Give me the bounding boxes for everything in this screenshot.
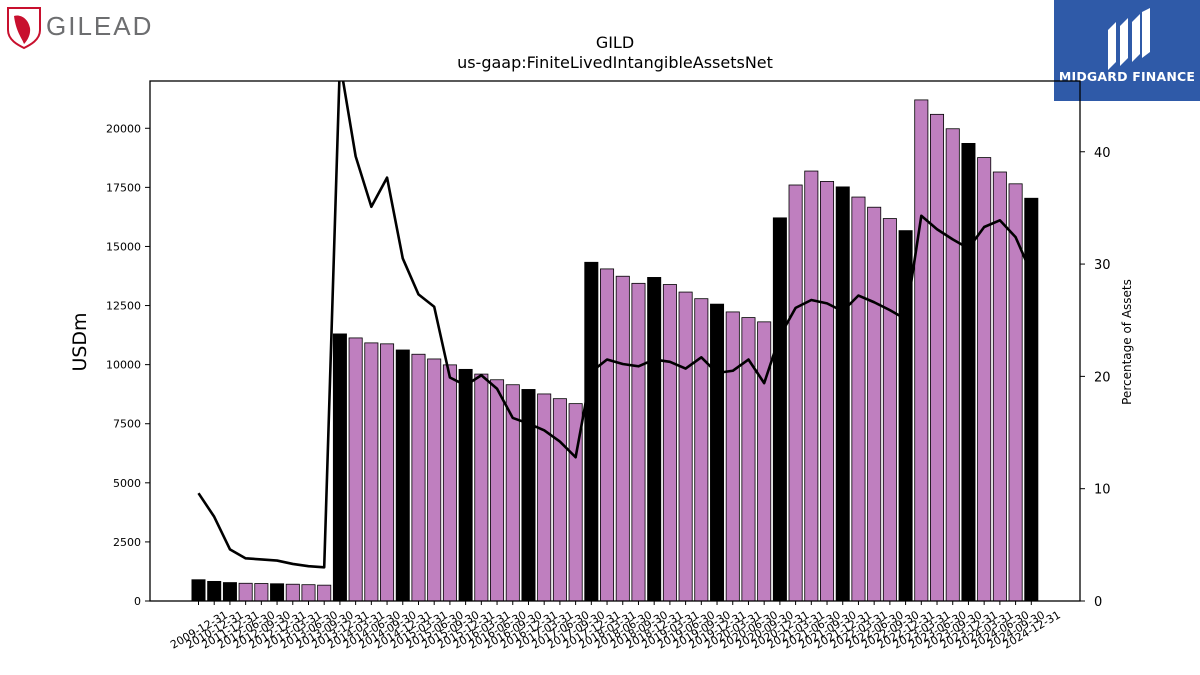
bar	[238, 582, 253, 601]
y-tick-label: 5000	[113, 477, 141, 490]
bar	[395, 349, 410, 601]
bar	[285, 583, 300, 601]
bar	[851, 196, 866, 601]
bar	[615, 275, 630, 601]
bar	[867, 206, 882, 601]
bar	[254, 583, 269, 601]
y-ticks: 0 2500 5000 7500 10000 12500 15000 17500 20000	[106, 122, 150, 608]
bar	[694, 298, 709, 601]
bar	[191, 579, 206, 601]
bar	[992, 171, 1007, 601]
bar	[458, 368, 473, 601]
bar	[914, 99, 929, 601]
bar	[898, 230, 913, 601]
y-tick-label: 2500	[113, 536, 141, 549]
y2-tick-label: 40	[1094, 146, 1111, 161]
percentage-line	[197, 81, 1033, 569]
y-axis-label: USDm	[69, 312, 91, 371]
bar	[945, 128, 960, 601]
bar	[631, 282, 646, 601]
y-tick-label: 7500	[113, 418, 141, 431]
bar	[788, 184, 803, 601]
bar	[741, 317, 756, 601]
bar	[1024, 197, 1039, 601]
bar	[380, 343, 395, 601]
bar	[521, 389, 536, 601]
y2-tick-label: 20	[1094, 370, 1111, 385]
midgard-finance-logo: MIDGARD FINANCE	[1054, 0, 1200, 101]
bar	[725, 311, 740, 601]
bar	[977, 157, 992, 601]
bar	[584, 261, 599, 601]
y2-axis-label: Percentage of Assets	[1120, 279, 1134, 405]
line-series	[197, 81, 1033, 569]
bar	[1008, 183, 1023, 601]
y-tick-label: 10000	[106, 359, 141, 372]
gilead-wordmark: GILEAD	[46, 11, 153, 41]
midgard-mark-icon	[1108, 8, 1150, 70]
y-tick-label: 20000	[106, 122, 141, 135]
chart-title: GILD	[596, 33, 634, 52]
bar	[600, 268, 615, 601]
bar	[270, 583, 285, 601]
bar	[662, 284, 677, 601]
bar-series	[191, 99, 1039, 601]
chart-subtitle: us-gaap:FiniteLivedIntangibleAssetsNet	[457, 53, 773, 72]
leaf-icon	[14, 15, 31, 44]
bar	[647, 277, 662, 601]
bar	[442, 364, 457, 601]
bar	[882, 218, 897, 601]
bar	[961, 142, 976, 601]
bar	[835, 186, 850, 601]
y-tick-label: 0	[134, 595, 141, 608]
bar	[804, 170, 819, 601]
y2-ticks: 0 10 20 30 40	[1080, 146, 1111, 610]
bar	[222, 582, 237, 601]
y2-tick-label: 10	[1094, 483, 1111, 498]
bar	[537, 393, 552, 601]
plot-frame	[149, 80, 1081, 602]
x-ticks: 2009-12-312010-12-312011-12-312012-06-30…	[168, 601, 1063, 652]
y-tick-label: 17500	[106, 181, 141, 194]
bar	[332, 333, 347, 601]
y2-tick-label: 30	[1094, 258, 1111, 273]
bar	[301, 584, 316, 601]
bar	[678, 291, 693, 601]
bar	[348, 337, 363, 601]
bar	[364, 342, 379, 601]
axes	[149, 80, 1081, 602]
gilead-logo: GILEAD	[4, 4, 164, 50]
y2-tick-label: 0	[1094, 595, 1102, 610]
bar	[207, 580, 222, 601]
y-tick-label: 15000	[106, 240, 141, 253]
bar	[427, 358, 442, 601]
shield-icon	[7, 7, 41, 50]
bar	[820, 181, 835, 601]
bar	[317, 584, 332, 601]
bar	[772, 217, 787, 601]
y-tick-label: 12500	[106, 300, 141, 313]
bar	[757, 321, 772, 601]
bar	[490, 379, 505, 601]
bar	[411, 353, 426, 601]
midgard-wordmark: MIDGARD FINANCE	[1058, 69, 1196, 84]
gilead-logo-graphic: GILEAD	[7, 7, 153, 50]
bar	[505, 384, 520, 601]
bar	[552, 398, 567, 601]
bar	[710, 303, 725, 601]
bar	[474, 373, 489, 601]
bar	[930, 113, 945, 601]
